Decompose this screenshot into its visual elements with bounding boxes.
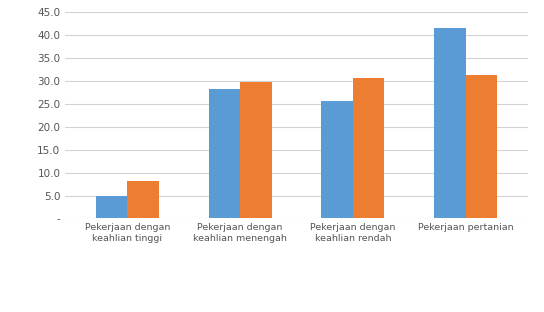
Bar — [466, 75, 497, 218]
Bar — [434, 28, 466, 218]
Bar — [208, 89, 240, 218]
Bar — [322, 101, 353, 218]
Bar — [353, 78, 385, 218]
Bar — [96, 197, 127, 218]
Bar — [127, 181, 159, 218]
Bar — [240, 81, 271, 218]
